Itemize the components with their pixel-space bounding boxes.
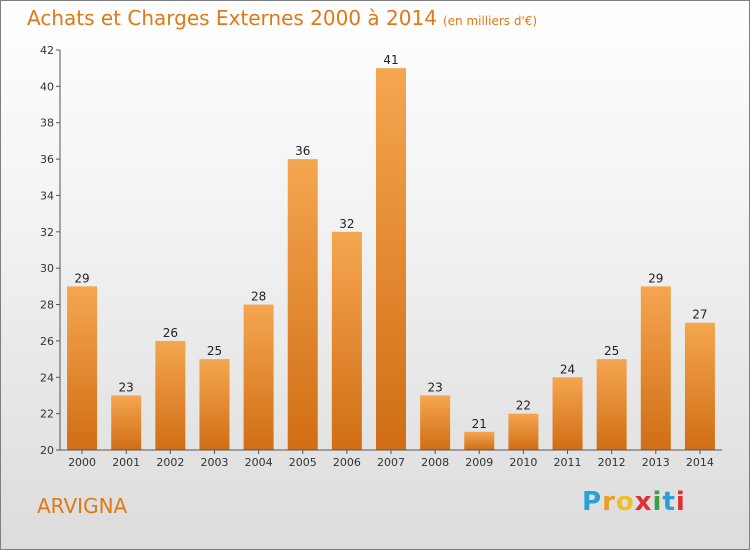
y-tick-label: 24 bbox=[40, 371, 54, 384]
bar-2010 bbox=[508, 413, 539, 450]
bar-2013 bbox=[640, 286, 671, 450]
x-tick-label-2011: 2011 bbox=[554, 456, 582, 469]
data-label-2014: 27 bbox=[692, 308, 707, 322]
data-label-2008: 23 bbox=[427, 380, 442, 394]
bar-2001 bbox=[111, 395, 142, 450]
x-tick-label-2000: 2000 bbox=[68, 456, 96, 469]
proxiti-logo[interactable]: Proxiti bbox=[582, 487, 686, 517]
y-tick-label: 34 bbox=[40, 189, 54, 202]
bar-2009 bbox=[464, 431, 495, 450]
bar-2014 bbox=[684, 322, 715, 450]
y-tick-label: 38 bbox=[40, 117, 54, 130]
bar-2007 bbox=[376, 68, 406, 450]
y-tick-label: 22 bbox=[40, 408, 54, 421]
bar-2002 bbox=[155, 340, 186, 450]
bar-2008 bbox=[420, 395, 451, 450]
y-tick-label: 28 bbox=[40, 299, 54, 312]
y-tick-label: 40 bbox=[40, 80, 54, 93]
bar-2006 bbox=[331, 231, 362, 450]
data-label-2004: 28 bbox=[251, 290, 266, 304]
data-label-2005: 36 bbox=[295, 144, 310, 158]
bar-2004 bbox=[243, 304, 274, 450]
y-axis: 20 22 24 26 28 30 32 34 36 38 40 42 bbox=[40, 44, 61, 457]
commune-name: ARVIGNA bbox=[37, 494, 128, 518]
data-label-2003: 25 bbox=[207, 344, 222, 358]
y-tick-label: 20 bbox=[40, 444, 54, 457]
chart-title: Achats et Charges Externes 2000 à 2014 (e… bbox=[27, 6, 537, 30]
x-tick-label-2004: 2004 bbox=[245, 456, 273, 469]
data-label-2010: 22 bbox=[516, 399, 531, 413]
y-tick-label: 30 bbox=[40, 262, 54, 275]
logo-letter: x bbox=[634, 487, 653, 517]
bar-2005 bbox=[287, 159, 318, 450]
y-tick-label: 36 bbox=[40, 153, 54, 166]
x-tick-label-2014: 2014 bbox=[686, 456, 714, 469]
data-label-2002: 26 bbox=[163, 326, 178, 340]
x-tick-label-2003: 2003 bbox=[200, 456, 228, 469]
y-tick-label: 26 bbox=[40, 335, 54, 348]
chart-title-text: Achats et Charges Externes 2000 à 2014 bbox=[27, 6, 437, 30]
data-label-2007: 41 bbox=[383, 53, 398, 67]
x-tick-label-2010: 2010 bbox=[509, 456, 537, 469]
logo-letter: o bbox=[615, 487, 635, 517]
x-tick-label-2005: 2005 bbox=[289, 456, 317, 469]
data-label-2009: 21 bbox=[472, 417, 487, 431]
data-label-2001: 23 bbox=[119, 380, 134, 394]
data-label-2013: 29 bbox=[648, 271, 663, 285]
x-tick-label-2006: 2006 bbox=[333, 456, 361, 469]
x-tick-label-2002: 2002 bbox=[156, 456, 184, 469]
data-label-2000: 29 bbox=[74, 271, 89, 285]
bar-2003 bbox=[199, 359, 230, 450]
x-tick-label-2009: 2009 bbox=[465, 456, 493, 469]
x-axis: 2000 2001 2002 2003 2004 2005 2006 2007 2008 2009… bbox=[60, 449, 722, 469]
x-tick-label-2013: 2013 bbox=[642, 456, 670, 469]
data-label-2006: 32 bbox=[339, 217, 354, 231]
bar-2011 bbox=[552, 377, 583, 450]
logo-letter: r bbox=[602, 487, 616, 517]
logo-letter: i bbox=[675, 487, 686, 517]
x-tick-label-2012: 2012 bbox=[598, 456, 626, 469]
y-tick-label: 32 bbox=[40, 226, 54, 239]
x-tick-label-2007: 2007 bbox=[377, 456, 405, 469]
data-label-2012: 25 bbox=[604, 344, 619, 358]
logo-letter: P bbox=[582, 487, 603, 517]
bar-2012 bbox=[596, 359, 627, 450]
data-label-2011: 24 bbox=[560, 362, 575, 376]
x-tick-label-2008: 2008 bbox=[421, 456, 449, 469]
logo-letter: t bbox=[662, 487, 676, 517]
chart-unit: (en milliers d'€) bbox=[442, 14, 538, 28]
x-tick-label-2001: 2001 bbox=[112, 456, 140, 469]
bar-2000 bbox=[67, 286, 98, 450]
bars: 29 23 26 25 28 36 32 41 23 21 22 24 25 29 27 bbox=[67, 53, 715, 450]
y-tick-label: 42 bbox=[40, 44, 54, 57]
logo-letter: i bbox=[652, 487, 663, 517]
